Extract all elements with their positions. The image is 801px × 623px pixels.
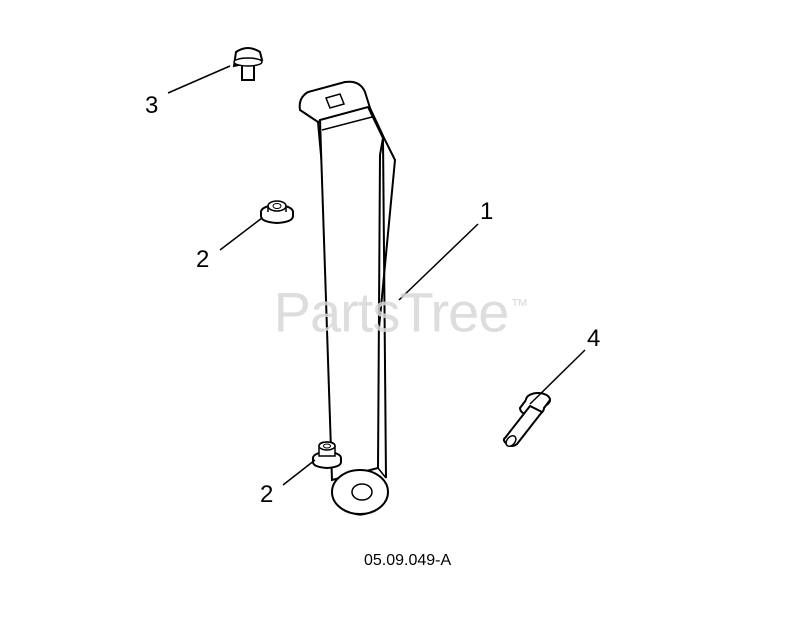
part-3-bolt	[234, 48, 262, 80]
part-1-lever	[300, 82, 395, 515]
part-4-pin	[504, 393, 550, 448]
callout-3: 3	[145, 92, 158, 120]
callout-2b: 2	[260, 481, 273, 509]
callout-4: 4	[587, 325, 600, 353]
part-2-nut-upper	[261, 201, 293, 223]
parts-diagram: PartsTree™ 1 2 2 3 4 05.09.049-A	[0, 0, 801, 623]
drawing-number: 05.09.049-A	[364, 552, 451, 570]
diagram-svg	[0, 0, 801, 623]
callout-2a: 2	[196, 246, 209, 274]
callout-1: 1	[480, 198, 493, 226]
